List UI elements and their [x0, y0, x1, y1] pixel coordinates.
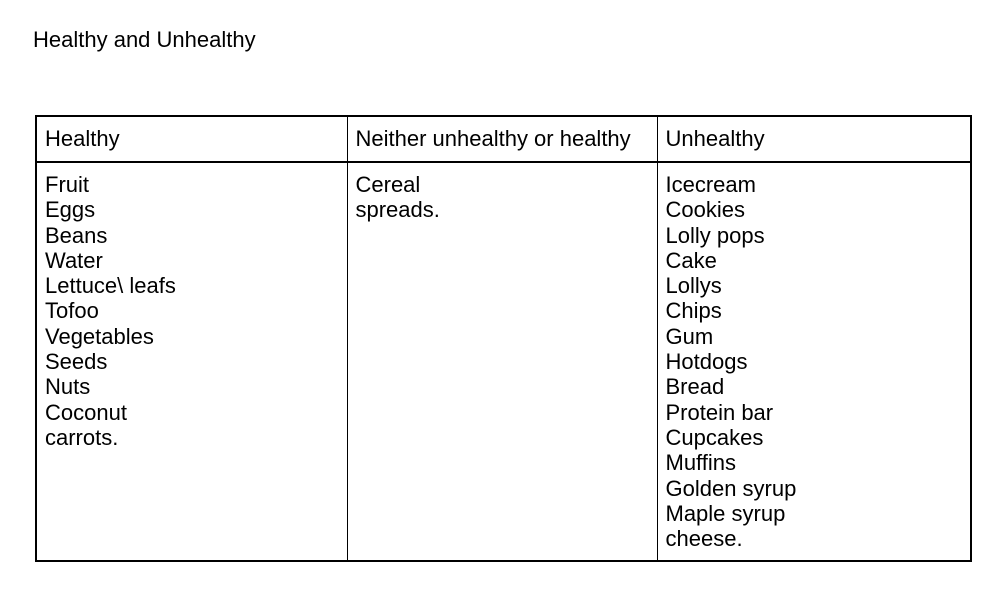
food-item: Tofoo	[45, 298, 99, 324]
food-item: Cereal	[355, 172, 421, 197]
unhealthy-items-cell: Icecream Cookies Lolly pops Cake Lollys …	[656, 161, 972, 562]
food-item: Lollys	[665, 273, 722, 299]
neither-items-cell: Cereal spreads.	[346, 161, 658, 562]
food-item: Water	[45, 247, 103, 273]
food-item: Lettuce\ leafs	[45, 273, 176, 299]
food-item: Cookies	[665, 197, 745, 223]
food-item: Eggs	[45, 197, 96, 223]
food-item: Coconut	[45, 399, 127, 425]
food-table: Healthy Neither unhealthy or healthy Unh…	[35, 115, 972, 563]
column-header-neither: Neither unhealthy or healthy	[346, 115, 658, 163]
food-item: cheese.	[665, 526, 743, 552]
food-item: carrots.	[45, 424, 119, 450]
food-item: Lolly pops	[665, 222, 765, 248]
food-item: Fruit	[45, 172, 89, 197]
food-item: Icecream	[665, 172, 756, 197]
food-item: Cake	[665, 247, 717, 273]
food-item: Bread	[665, 374, 725, 400]
food-item: Chips	[665, 298, 722, 324]
food-item: Golden syrup	[665, 475, 797, 501]
food-item: Muffins	[665, 450, 737, 476]
food-item: Protein bar	[665, 399, 774, 425]
food-item: Gum	[665, 323, 714, 349]
food-item: Maple syrup	[665, 500, 786, 526]
food-item: Seeds	[45, 349, 108, 375]
column-header-healthy: Healthy	[35, 115, 348, 163]
healthy-items-cell: Fruit Eggs Beans Water Lettuce\ leafs To…	[35, 161, 348, 562]
food-item: Hotdogs	[665, 349, 748, 375]
food-item: Cupcakes	[665, 424, 764, 450]
food-item: spreads.	[355, 197, 440, 223]
food-item: Nuts	[45, 374, 91, 400]
column-header-unhealthy: Unhealthy	[656, 115, 972, 163]
food-item: Vegetables	[45, 323, 154, 349]
food-item: Beans	[45, 222, 108, 248]
body-row: Fruit Eggs Beans Water Lettuce\ leafs To…	[35, 161, 972, 562]
document-title: Healthy and Unhealthy	[33, 27, 256, 52]
header-row: Healthy Neither unhealthy or healthy Unh…	[35, 115, 972, 163]
